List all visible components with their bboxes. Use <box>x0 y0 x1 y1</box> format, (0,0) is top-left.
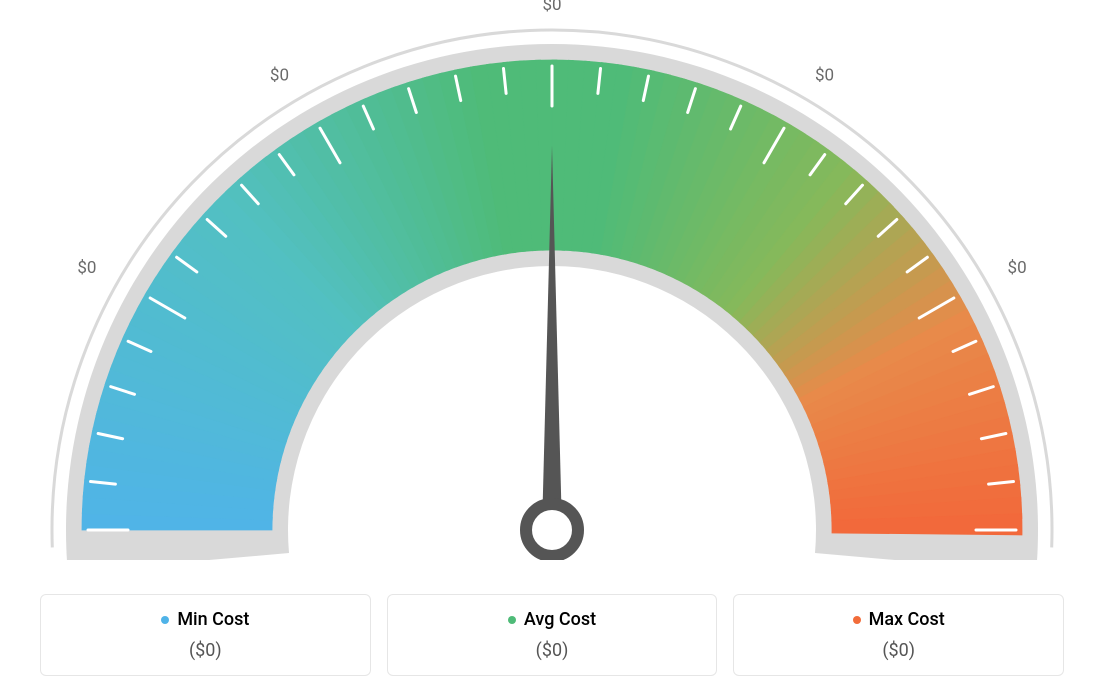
legend-value-max: ($0) <box>744 640 1053 661</box>
legend-title-avg: Avg Cost <box>508 609 596 630</box>
legend-card-min: Min Cost ($0) <box>40 594 371 677</box>
gauge-tick-label: $0 <box>542 0 561 15</box>
legend-title-max: Max Cost <box>853 609 945 630</box>
gauge-tick-label: $0 <box>815 65 834 85</box>
legend-card-avg: Avg Cost ($0) <box>387 594 718 677</box>
gauge-needle-hub <box>526 504 578 556</box>
legend-card-max: Max Cost ($0) <box>733 594 1064 677</box>
gauge-tick-label: $0 <box>1008 258 1027 278</box>
legend-row: Min Cost ($0) Avg Cost ($0) Max Cost ($0… <box>40 594 1064 677</box>
legend-value-min: ($0) <box>51 640 360 661</box>
legend-label-min: Min Cost <box>177 609 249 630</box>
legend-dot-min <box>161 616 169 624</box>
legend-title-min: Min Cost <box>161 609 249 630</box>
gauge-svg: $0$0$0$0$0$0$0 <box>27 0 1077 560</box>
legend-dot-avg <box>508 616 516 624</box>
gauge-chart-container: $0$0$0$0$0$0$0 Min Cost ($0) Avg Cost ($… <box>0 0 1104 690</box>
gauge-tick-label: $0 <box>270 65 289 85</box>
legend-dot-max <box>853 616 861 624</box>
gauge-chart: $0$0$0$0$0$0$0 <box>27 0 1077 560</box>
legend-label-max: Max Cost <box>869 609 945 630</box>
legend-label-avg: Avg Cost <box>524 609 596 630</box>
legend-value-avg: ($0) <box>398 640 707 661</box>
gauge-tick-label: $0 <box>77 258 96 278</box>
